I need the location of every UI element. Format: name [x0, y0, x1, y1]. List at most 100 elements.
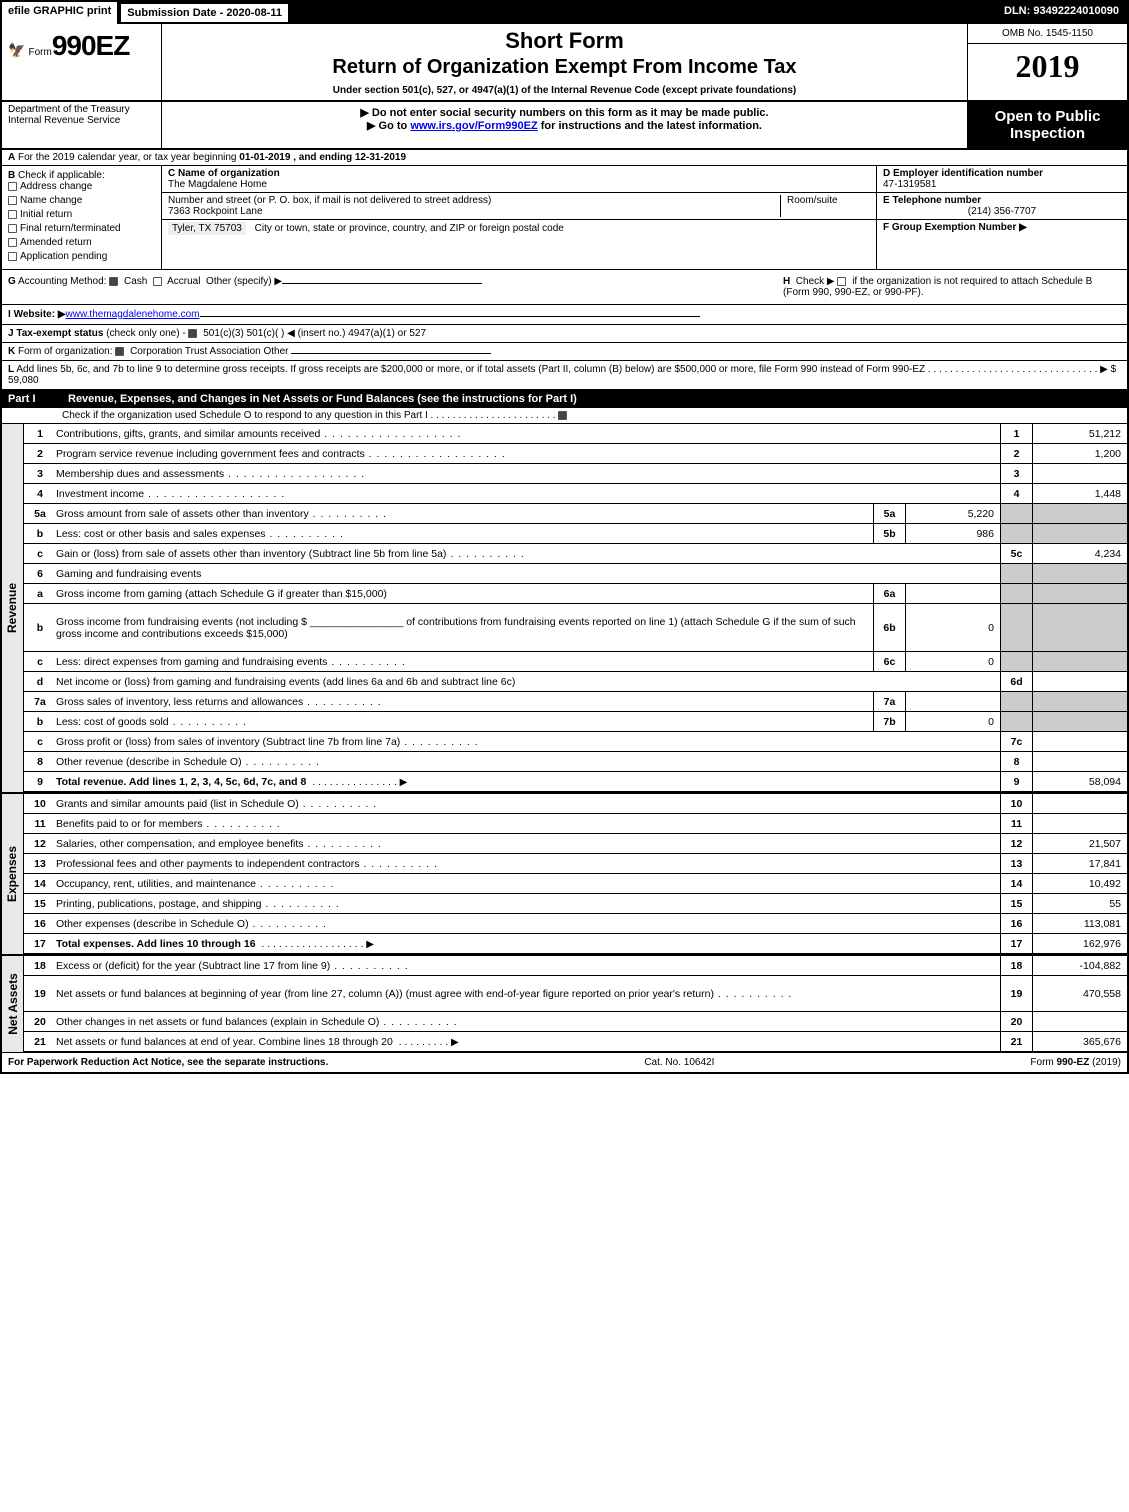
dept-label: Department of the Treasury [8, 104, 155, 115]
form-id-footer: Form 990-EZ (2019) [1030, 1057, 1121, 1068]
phone-value: (214) 356-7707 [883, 206, 1121, 217]
line-3: 3Membership dues and assessments3 [24, 464, 1127, 484]
line-6d: dNet income or (loss) from gaming and fu… [24, 672, 1127, 692]
check-address-change[interactable]: Address change [8, 181, 155, 192]
form-header-row2: Department of the Treasury Internal Reve… [2, 102, 1127, 150]
omb-number: OMB No. 1545-1150 [968, 24, 1127, 44]
form-header: 🦅 Form990EZ Short Form Return of Organiz… [2, 24, 1127, 102]
open-public-label: Open to Public [974, 108, 1121, 125]
form-number: 990EZ [52, 30, 130, 61]
part-i-header: Part I Revenue, Expenses, and Changes in… [2, 390, 1127, 408]
efile-print-label: efile GRAPHIC print [2, 2, 119, 24]
line-17: 17Total expenses. Add lines 10 through 1… [24, 934, 1127, 954]
short-form-title: Short Form [166, 28, 963, 54]
ein-value: 47-1319581 [883, 179, 936, 190]
line-l-gross-receipts: L Add lines 5b, 6c, and 7b to line 9 to … [2, 361, 1127, 390]
notices-box: ▶ Do not enter social security numbers o… [162, 102, 967, 148]
revenue-side-label: Revenue [2, 424, 24, 792]
notice-website: ▶ Go to www.irs.gov/Form990EZ for instru… [166, 119, 963, 132]
line-h: H Check ▶ if the organization is not req… [777, 270, 1127, 304]
net-assets-section: Net Assets 18Excess or (deficit) for the… [2, 954, 1127, 1052]
line-7b: bLess: cost of goods sold7b0 [24, 712, 1127, 732]
box-c-org-info: C Name of organization The Magdalene Hom… [162, 166, 877, 269]
check-schedule-o-used[interactable] [558, 411, 567, 420]
notice-ssn: ▶ Do not enter social security numbers o… [166, 106, 963, 119]
line-19: 19Net assets or fund balances at beginni… [24, 976, 1127, 1012]
check-initial-return[interactable]: Initial return [8, 209, 155, 220]
line-9: 9Total revenue. Add lines 1, 2, 3, 4, 5c… [24, 772, 1127, 792]
form-prefix: Form [29, 47, 52, 58]
line-15: 15Printing, publications, postage, and s… [24, 894, 1127, 914]
street-row: Number and street (or P. O. box, if mail… [162, 193, 876, 220]
check-name-change[interactable]: Name change [8, 195, 155, 206]
line-4: 4Investment income41,448 [24, 484, 1127, 504]
line-j-tax-exempt: J Tax-exempt status (check only one) - 5… [2, 325, 1127, 343]
line-14: 14Occupancy, rent, utilities, and mainte… [24, 874, 1127, 894]
line-5c: cGain or (loss) from sale of assets othe… [24, 544, 1127, 564]
net-assets-rows: 18Excess or (deficit) for the year (Subt… [24, 956, 1127, 1052]
entity-block: B Check if applicable: Address change Na… [2, 166, 1127, 270]
line-16: 16Other expenses (describe in Schedule O… [24, 914, 1127, 934]
line-12: 12Salaries, other compensation, and empl… [24, 834, 1127, 854]
inspection-label: Inspection [974, 125, 1121, 142]
room-suite: Room/suite [780, 195, 870, 217]
box-b-checkboxes: B Check if applicable: Address change Na… [2, 166, 162, 269]
check-501c3[interactable] [188, 329, 197, 338]
line-8: 8Other revenue (describe in Schedule O)8 [24, 752, 1127, 772]
line-g: G Accounting Method: Cash Accrual Other … [2, 270, 777, 304]
expenses-rows: 10Grants and similar amounts paid (list … [24, 794, 1127, 954]
check-cash[interactable] [109, 277, 118, 286]
check-corporation[interactable] [115, 347, 124, 356]
line-10: 10Grants and similar amounts paid (list … [24, 794, 1127, 814]
submission-date: Submission Date - 2020-08-11 [119, 2, 290, 24]
line-a-letter: A [8, 152, 15, 163]
city-row: Tyler, TX 75703 City or town, state or p… [162, 220, 876, 237]
org-name: The Magdalene Home [168, 179, 267, 190]
net-assets-side-label: Net Assets [2, 956, 24, 1052]
line-7a: 7aGross sales of inventory, less returns… [24, 692, 1127, 712]
irs-label: Internal Revenue Service [8, 115, 155, 126]
page-footer: For Paperwork Reduction Act Notice, see … [2, 1052, 1127, 1072]
line-g-h: G Accounting Method: Cash Accrual Other … [2, 270, 1127, 305]
line-k-form-org: K Form of organization: Corporation Trus… [2, 343, 1127, 361]
check-accrual[interactable] [153, 277, 162, 286]
box-b-letter: B [8, 170, 15, 181]
check-amended-return[interactable]: Amended return [8, 237, 155, 248]
org-website-link[interactable]: www.themagdalenehome.com [66, 309, 200, 320]
check-schedule-b-not-required[interactable] [837, 277, 846, 286]
line-6: 6Gaming and fundraising events [24, 564, 1127, 584]
phone-row: E Telephone number (214) 356-7707 [877, 193, 1127, 220]
irs-eagle-icon: 🦅 [8, 42, 25, 58]
ein-row: D Employer identification number 47-1319… [877, 166, 1127, 193]
irs-gov-link[interactable]: www.irs.gov/Form990EZ [410, 120, 537, 132]
line-a: A For the 2019 calendar year, or tax yea… [2, 150, 1127, 166]
check-final-return[interactable]: Final return/terminated [8, 223, 155, 234]
line-11: 11Benefits paid to or for members11 [24, 814, 1127, 834]
paperwork-notice: For Paperwork Reduction Act Notice, see … [8, 1057, 328, 1068]
line-6b: bGross income from fundraising events (n… [24, 604, 1127, 652]
open-public-box: Open to Public Inspection [967, 102, 1127, 148]
line-7c: cGross profit or (loss) from sales of in… [24, 732, 1127, 752]
part-i-schedule-o-check: Check if the organization used Schedule … [2, 408, 1127, 424]
dept-treasury-box: Department of the Treasury Internal Reve… [2, 102, 162, 148]
revenue-rows: 1Contributions, gifts, grants, and simil… [24, 424, 1127, 792]
street-address: 7363 Rockpoint Lane [168, 206, 263, 217]
expenses-section: Expenses 10Grants and similar amounts pa… [2, 792, 1127, 954]
line-5a: 5aGross amount from sale of assets other… [24, 504, 1127, 524]
catalog-number: Cat. No. 10642I [644, 1057, 714, 1068]
org-name-row: C Name of organization The Magdalene Hom… [162, 166, 876, 193]
topbar: efile GRAPHIC print Submission Date - 20… [2, 2, 1127, 24]
line-20: 20Other changes in net assets or fund ba… [24, 1012, 1127, 1032]
group-exemption-row: F Group Exemption Number ▶ [877, 220, 1127, 235]
line-1: 1Contributions, gifts, grants, and simil… [24, 424, 1127, 444]
form-id-box: 🦅 Form990EZ [2, 24, 162, 100]
topbar-spacer [290, 2, 996, 24]
return-title: Return of Organization Exempt From Incom… [166, 56, 963, 79]
line-2: 2Program service revenue including gover… [24, 444, 1127, 464]
line-13: 13Professional fees and other payments t… [24, 854, 1127, 874]
line-6c: cLess: direct expenses from gaming and f… [24, 652, 1127, 672]
check-application-pending[interactable]: Application pending [8, 251, 155, 262]
form-990ez-page: efile GRAPHIC print Submission Date - 20… [0, 0, 1129, 1074]
expenses-side-label: Expenses [2, 794, 24, 954]
under-section-text: Under section 501(c), 527, or 4947(a)(1)… [166, 85, 963, 96]
